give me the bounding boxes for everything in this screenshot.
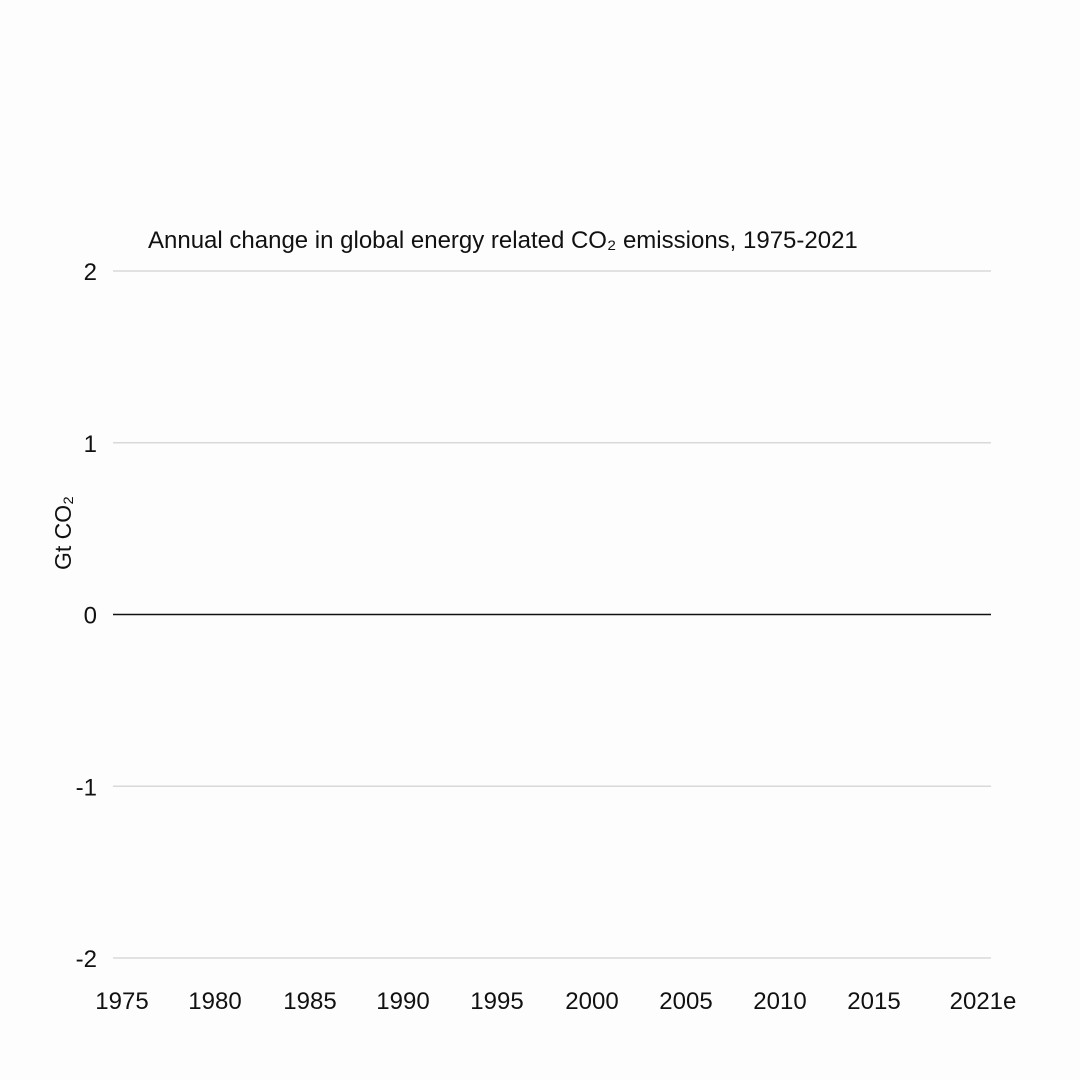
x-tick-label: 1985 (283, 988, 336, 1015)
y-tick-label: 1 (84, 431, 97, 458)
y-tick-label: 2 (84, 259, 97, 286)
x-tick-label: 1975 (95, 988, 148, 1015)
chart-title: Annual change in global energy related C… (148, 227, 858, 254)
x-axis-ticks: 1975 1980 1985 1990 1995 2000 2005 2010 2015 2021… (95, 988, 1016, 1015)
gridlines (113, 270, 991, 959)
x-tick-label: 1990 (376, 988, 429, 1015)
x-tick-label: 2010 (753, 988, 806, 1015)
y-axis-label: Gt CO₂ (50, 496, 76, 570)
x-tick-label: 2005 (659, 988, 712, 1015)
x-tick-label: 2000 (565, 988, 618, 1015)
x-tick-label: 1980 (188, 988, 241, 1015)
x-tick-label: 2015 (847, 988, 900, 1015)
y-tick-label: -2 (76, 946, 97, 973)
x-tick-label: 2021e (950, 988, 1017, 1015)
y-axis-ticks: 2 1 0 -1 -2 (76, 259, 97, 973)
x-tick-label: 1995 (470, 988, 523, 1015)
y-tick-label: 0 (84, 603, 97, 630)
y-tick-label: -1 (76, 774, 97, 801)
